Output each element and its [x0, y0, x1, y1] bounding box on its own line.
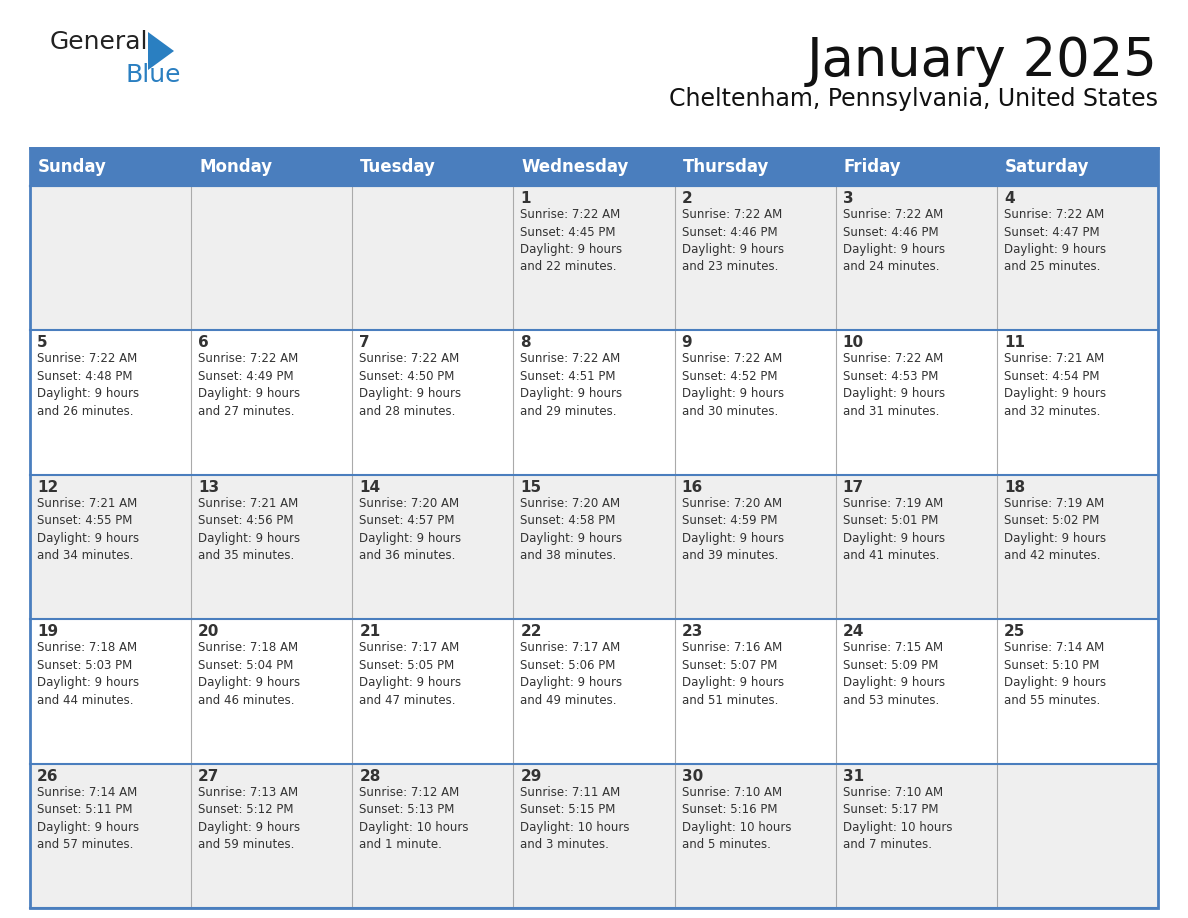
Text: Blue: Blue	[125, 63, 181, 87]
Text: Sunrise: 7:21 AM
Sunset: 4:56 PM
Daylight: 9 hours
and 35 minutes.: Sunrise: 7:21 AM Sunset: 4:56 PM Dayligh…	[198, 497, 301, 563]
Text: 3: 3	[842, 191, 853, 206]
Text: Sunrise: 7:19 AM
Sunset: 5:01 PM
Daylight: 9 hours
and 41 minutes.: Sunrise: 7:19 AM Sunset: 5:01 PM Dayligh…	[842, 497, 944, 563]
Text: Sunrise: 7:22 AM
Sunset: 4:45 PM
Daylight: 9 hours
and 22 minutes.: Sunrise: 7:22 AM Sunset: 4:45 PM Dayligh…	[520, 208, 623, 274]
Text: 20: 20	[198, 624, 220, 639]
Text: 23: 23	[682, 624, 703, 639]
Text: Monday: Monday	[200, 158, 272, 176]
Bar	[675, 148, 835, 186]
Text: Sunrise: 7:20 AM
Sunset: 4:59 PM
Daylight: 9 hours
and 39 minutes.: Sunrise: 7:20 AM Sunset: 4:59 PM Dayligh…	[682, 497, 784, 563]
Text: Wednesday: Wednesday	[522, 158, 628, 176]
Text: Sunrise: 7:22 AM
Sunset: 4:52 PM
Daylight: 9 hours
and 30 minutes.: Sunrise: 7:22 AM Sunset: 4:52 PM Dayligh…	[682, 353, 784, 418]
Text: 8: 8	[520, 335, 531, 351]
Text: Sunrise: 7:19 AM
Sunset: 5:02 PM
Daylight: 9 hours
and 42 minutes.: Sunrise: 7:19 AM Sunset: 5:02 PM Dayligh…	[1004, 497, 1106, 563]
Text: Sunrise: 7:10 AM
Sunset: 5:17 PM
Daylight: 10 hours
and 7 minutes.: Sunrise: 7:10 AM Sunset: 5:17 PM Dayligh…	[842, 786, 953, 851]
Text: 27: 27	[198, 768, 220, 784]
Text: Sunrise: 7:20 AM
Sunset: 4:57 PM
Daylight: 9 hours
and 36 minutes.: Sunrise: 7:20 AM Sunset: 4:57 PM Dayligh…	[359, 497, 461, 563]
Text: Sunrise: 7:14 AM
Sunset: 5:11 PM
Daylight: 9 hours
and 57 minutes.: Sunrise: 7:14 AM Sunset: 5:11 PM Dayligh…	[37, 786, 139, 851]
Text: 12: 12	[37, 480, 58, 495]
Text: Sunrise: 7:18 AM
Sunset: 5:04 PM
Daylight: 9 hours
and 46 minutes.: Sunrise: 7:18 AM Sunset: 5:04 PM Dayligh…	[198, 641, 301, 707]
Text: 2: 2	[682, 191, 693, 206]
Text: Sunrise: 7:14 AM
Sunset: 5:10 PM
Daylight: 9 hours
and 55 minutes.: Sunrise: 7:14 AM Sunset: 5:10 PM Dayligh…	[1004, 641, 1106, 707]
Bar	[30, 330, 1158, 475]
Text: 14: 14	[359, 480, 380, 495]
Text: Sunrise: 7:20 AM
Sunset: 4:58 PM
Daylight: 9 hours
and 38 minutes.: Sunrise: 7:20 AM Sunset: 4:58 PM Dayligh…	[520, 497, 623, 563]
Text: Sunrise: 7:22 AM
Sunset: 4:50 PM
Daylight: 9 hours
and 28 minutes.: Sunrise: 7:22 AM Sunset: 4:50 PM Dayligh…	[359, 353, 461, 418]
Text: 31: 31	[842, 768, 864, 784]
Bar	[513, 148, 675, 186]
Text: 6: 6	[198, 335, 209, 351]
Bar	[30, 475, 1158, 620]
Text: 15: 15	[520, 480, 542, 495]
Text: Tuesday: Tuesday	[360, 158, 436, 176]
Text: 9: 9	[682, 335, 693, 351]
Text: 22: 22	[520, 624, 542, 639]
Text: Sunrise: 7:21 AM
Sunset: 4:54 PM
Daylight: 9 hours
and 32 minutes.: Sunrise: 7:21 AM Sunset: 4:54 PM Dayligh…	[1004, 353, 1106, 418]
Text: January 2025: January 2025	[807, 35, 1158, 87]
Text: Sunrise: 7:22 AM
Sunset: 4:51 PM
Daylight: 9 hours
and 29 minutes.: Sunrise: 7:22 AM Sunset: 4:51 PM Dayligh…	[520, 353, 623, 418]
Text: 7: 7	[359, 335, 369, 351]
Text: 11: 11	[1004, 335, 1025, 351]
Text: 17: 17	[842, 480, 864, 495]
Bar	[997, 148, 1158, 186]
Text: 21: 21	[359, 624, 380, 639]
Text: 18: 18	[1004, 480, 1025, 495]
Text: Sunrise: 7:21 AM
Sunset: 4:55 PM
Daylight: 9 hours
and 34 minutes.: Sunrise: 7:21 AM Sunset: 4:55 PM Dayligh…	[37, 497, 139, 563]
Text: Sunday: Sunday	[38, 158, 107, 176]
Text: 5: 5	[37, 335, 48, 351]
Bar	[30, 148, 191, 186]
Text: 24: 24	[842, 624, 864, 639]
Bar	[30, 186, 1158, 330]
Bar	[30, 620, 1158, 764]
Text: Sunrise: 7:12 AM
Sunset: 5:13 PM
Daylight: 10 hours
and 1 minute.: Sunrise: 7:12 AM Sunset: 5:13 PM Dayligh…	[359, 786, 469, 851]
Text: 1: 1	[520, 191, 531, 206]
Text: Friday: Friday	[843, 158, 902, 176]
Text: 10: 10	[842, 335, 864, 351]
Text: 30: 30	[682, 768, 703, 784]
Text: 29: 29	[520, 768, 542, 784]
Text: Sunrise: 7:10 AM
Sunset: 5:16 PM
Daylight: 10 hours
and 5 minutes.: Sunrise: 7:10 AM Sunset: 5:16 PM Dayligh…	[682, 786, 791, 851]
Text: 26: 26	[37, 768, 58, 784]
Text: Sunrise: 7:22 AM
Sunset: 4:46 PM
Daylight: 9 hours
and 23 minutes.: Sunrise: 7:22 AM Sunset: 4:46 PM Dayligh…	[682, 208, 784, 274]
Text: Sunrise: 7:13 AM
Sunset: 5:12 PM
Daylight: 9 hours
and 59 minutes.: Sunrise: 7:13 AM Sunset: 5:12 PM Dayligh…	[198, 786, 301, 851]
Polygon shape	[148, 32, 173, 70]
Bar	[30, 764, 1158, 908]
Text: Sunrise: 7:11 AM
Sunset: 5:15 PM
Daylight: 10 hours
and 3 minutes.: Sunrise: 7:11 AM Sunset: 5:15 PM Dayligh…	[520, 786, 630, 851]
Text: 19: 19	[37, 624, 58, 639]
Text: Sunrise: 7:22 AM
Sunset: 4:46 PM
Daylight: 9 hours
and 24 minutes.: Sunrise: 7:22 AM Sunset: 4:46 PM Dayligh…	[842, 208, 944, 274]
Bar	[191, 148, 353, 186]
Text: 13: 13	[198, 480, 220, 495]
Bar	[835, 148, 997, 186]
Text: Saturday: Saturday	[1005, 158, 1089, 176]
Text: Sunrise: 7:22 AM
Sunset: 4:49 PM
Daylight: 9 hours
and 27 minutes.: Sunrise: 7:22 AM Sunset: 4:49 PM Dayligh…	[198, 353, 301, 418]
Bar	[353, 148, 513, 186]
Text: Sunrise: 7:18 AM
Sunset: 5:03 PM
Daylight: 9 hours
and 44 minutes.: Sunrise: 7:18 AM Sunset: 5:03 PM Dayligh…	[37, 641, 139, 707]
Text: Sunrise: 7:17 AM
Sunset: 5:05 PM
Daylight: 9 hours
and 47 minutes.: Sunrise: 7:17 AM Sunset: 5:05 PM Dayligh…	[359, 641, 461, 707]
Text: 4: 4	[1004, 191, 1015, 206]
Text: Sunrise: 7:16 AM
Sunset: 5:07 PM
Daylight: 9 hours
and 51 minutes.: Sunrise: 7:16 AM Sunset: 5:07 PM Dayligh…	[682, 641, 784, 707]
Text: Thursday: Thursday	[683, 158, 769, 176]
Text: General: General	[50, 30, 148, 54]
Text: Sunrise: 7:15 AM
Sunset: 5:09 PM
Daylight: 9 hours
and 53 minutes.: Sunrise: 7:15 AM Sunset: 5:09 PM Dayligh…	[842, 641, 944, 707]
Text: 28: 28	[359, 768, 380, 784]
Text: 25: 25	[1004, 624, 1025, 639]
Text: 16: 16	[682, 480, 703, 495]
Text: Sunrise: 7:22 AM
Sunset: 4:47 PM
Daylight: 9 hours
and 25 minutes.: Sunrise: 7:22 AM Sunset: 4:47 PM Dayligh…	[1004, 208, 1106, 274]
Text: Sunrise: 7:22 AM
Sunset: 4:53 PM
Daylight: 9 hours
and 31 minutes.: Sunrise: 7:22 AM Sunset: 4:53 PM Dayligh…	[842, 353, 944, 418]
Text: Cheltenham, Pennsylvania, United States: Cheltenham, Pennsylvania, United States	[669, 87, 1158, 111]
Bar	[30, 148, 1158, 908]
Text: Sunrise: 7:22 AM
Sunset: 4:48 PM
Daylight: 9 hours
and 26 minutes.: Sunrise: 7:22 AM Sunset: 4:48 PM Dayligh…	[37, 353, 139, 418]
Text: Sunrise: 7:17 AM
Sunset: 5:06 PM
Daylight: 9 hours
and 49 minutes.: Sunrise: 7:17 AM Sunset: 5:06 PM Dayligh…	[520, 641, 623, 707]
